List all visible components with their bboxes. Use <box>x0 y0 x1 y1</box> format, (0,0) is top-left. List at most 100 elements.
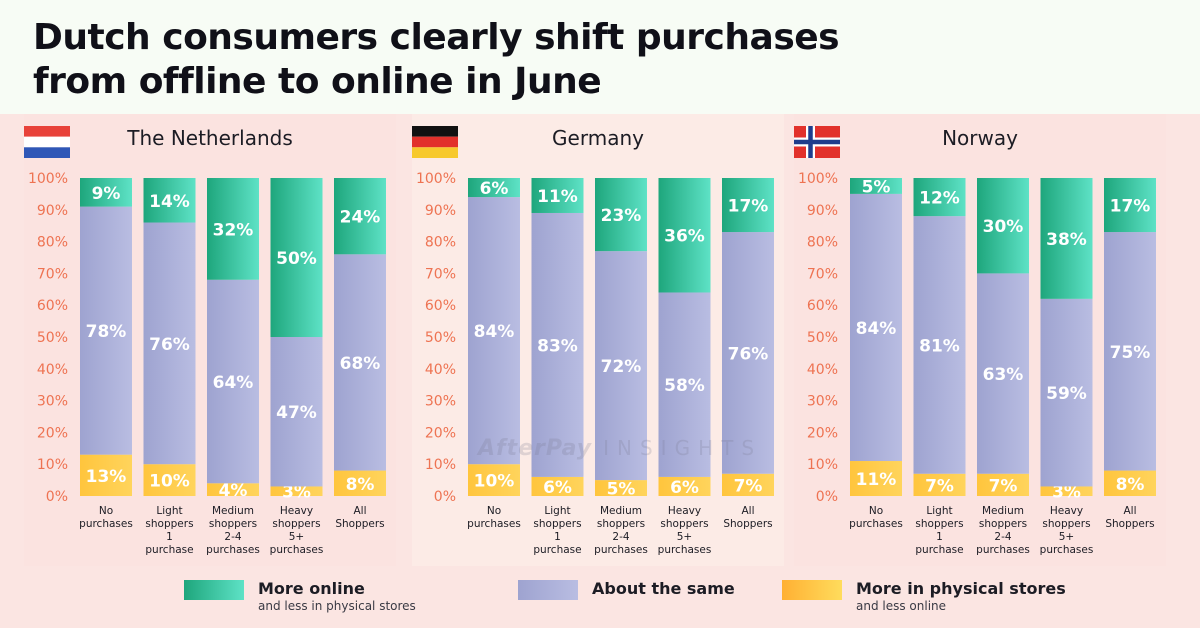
y-tick-label: 10% <box>807 457 838 473</box>
bar-segment-same <box>913 216 966 474</box>
y-tick-label: 40% <box>807 362 838 378</box>
data-label: 10% <box>474 472 515 492</box>
y-tick-label: 60% <box>425 298 456 314</box>
y-tick-label: 100% <box>798 171 838 187</box>
bar-segment-same <box>531 212 584 477</box>
legend-label: More in physical stores <box>856 579 1066 598</box>
legend-sublabel: and less online <box>856 599 947 613</box>
data-label: 58% <box>664 376 705 396</box>
data-label: 7% <box>989 476 1018 496</box>
bar-segment-same <box>595 251 647 481</box>
bar-segment-stores <box>595 480 647 496</box>
bar-segment-online <box>468 178 520 198</box>
x-category-label: All Shoppers <box>1105 505 1154 530</box>
bar-segment-stores <box>658 476 711 496</box>
data-label: 17% <box>728 197 769 217</box>
bar-segment-online <box>531 178 584 213</box>
x-category-label: Light shoppers 1 purchase <box>145 505 193 556</box>
y-tick-label: 10% <box>37 457 68 473</box>
bar-segment-stores <box>334 470 386 496</box>
y-tick-label: 100% <box>28 171 68 187</box>
data-label: 14% <box>149 192 190 212</box>
bar-segment-stores <box>80 454 132 496</box>
x-category-label: Light shoppers 1 purchase <box>533 505 581 556</box>
x-category-label: Medium shoppers 2-4 purchases <box>594 505 648 556</box>
data-label: 23% <box>601 206 642 226</box>
data-label: 5% <box>607 480 636 500</box>
y-tick-label: 60% <box>37 298 68 314</box>
y-tick-label: 90% <box>807 203 838 219</box>
y-tick-label: 30% <box>807 394 838 410</box>
bar-segment-online <box>913 178 966 217</box>
afterpay-insights-watermark: AfterPay INSIGHTS <box>478 436 762 461</box>
y-tick-label: 50% <box>807 330 838 346</box>
y-tick-label: 10% <box>425 457 456 473</box>
bar-segment-stores <box>1040 486 1093 496</box>
x-category-label: No purchases <box>467 505 521 530</box>
watermark-brand: AfterPay <box>478 436 593 461</box>
data-label: 3% <box>1052 483 1081 503</box>
chart-panel-germany: 0% 10% 20% 30% 40% 50% 60% 70% 80% 90% 100% 10% 84% 6… <box>412 114 784 566</box>
charts-area: 0% 10% 20% 30% 40% 50% 60% 70% 80% 90% 100% 13% 78% 9… <box>0 114 1200 628</box>
x-category-label: All Shoppers <box>335 505 384 530</box>
legend-label: More online <box>258 579 365 598</box>
y-tick-label: 100% <box>416 171 456 187</box>
bar-segment-stores <box>531 476 584 496</box>
y-tick-label: 90% <box>425 203 456 219</box>
bar-segment-online <box>850 178 902 194</box>
data-label: 32% <box>213 220 254 240</box>
bar-segment-online <box>270 178 323 337</box>
data-label: 11% <box>537 187 578 207</box>
stacked-bar-chart: 0% 10% 20% 30% 40% 50% 60% 70% 80% 90% 100% 13% 78% 9… <box>24 114 396 566</box>
legend-label: About the same <box>592 579 735 598</box>
data-label: 13% <box>86 467 127 487</box>
data-label: 11% <box>856 470 897 490</box>
bar-segment-same <box>1104 232 1156 471</box>
x-category-label: Heavy shoppers 5+ purchases <box>1040 505 1094 556</box>
y-tick-label: 70% <box>425 266 456 282</box>
bar-segment-stores <box>850 461 902 496</box>
data-label: 9% <box>92 184 121 204</box>
chart-panel-netherlands: 0% 10% 20% 30% 40% 50% 60% 70% 80% 90% 100% 13% 78% 9… <box>24 114 396 566</box>
bar-segment-online <box>595 178 647 252</box>
y-tick-label: 20% <box>807 425 838 441</box>
y-tick-label: 0% <box>816 489 838 505</box>
data-label: 76% <box>149 335 190 355</box>
data-label: 5% <box>862 177 891 197</box>
data-label: 68% <box>340 354 381 374</box>
legend-swatch-same <box>518 580 578 600</box>
bar-segment-same <box>1040 298 1093 487</box>
y-tick-label: 0% <box>434 489 456 505</box>
x-category-label: Medium shoppers 2-4 purchases <box>206 505 260 556</box>
y-tick-label: 50% <box>37 330 68 346</box>
data-label: 36% <box>664 227 705 247</box>
data-label: 84% <box>856 319 897 339</box>
watermark-sub: INSIGHTS <box>603 436 763 460</box>
bar-segment-online <box>977 178 1029 274</box>
bar-segment-online <box>143 178 196 223</box>
data-label: 50% <box>276 249 317 269</box>
title-line-2: from offline to online in June <box>33 61 602 102</box>
legend-sublabel: and less in physical stores <box>258 599 416 613</box>
x-category-label: No purchases <box>79 505 133 530</box>
panel-header: Norway <box>794 126 1166 158</box>
stacked-bar-chart: 0% 10% 20% 30% 40% 50% 60% 70% 80% 90% 100% 10% 84% 6… <box>412 114 784 566</box>
data-label: 10% <box>149 472 190 492</box>
data-label: 72% <box>601 357 642 377</box>
data-label: 83% <box>537 336 578 356</box>
bar-segment-online <box>722 178 774 233</box>
panel-header: Germany <box>412 126 784 158</box>
y-tick-label: 0% <box>46 489 68 505</box>
data-label: 6% <box>670 478 699 498</box>
data-label: 59% <box>1046 384 1087 404</box>
bar-segment-online <box>658 178 711 293</box>
bar-segment-same <box>850 193 902 462</box>
bar-segment-stores <box>1104 470 1156 496</box>
bar-segment-same <box>334 254 386 471</box>
panel-header: The Netherlands <box>24 126 396 158</box>
y-tick-label: 70% <box>37 266 68 282</box>
data-label: 8% <box>1116 475 1145 495</box>
title-line-1: Dutch consumers clearly shift purchases <box>33 17 840 58</box>
bar-segment-same <box>722 232 774 474</box>
bar-segment-same <box>977 273 1029 474</box>
